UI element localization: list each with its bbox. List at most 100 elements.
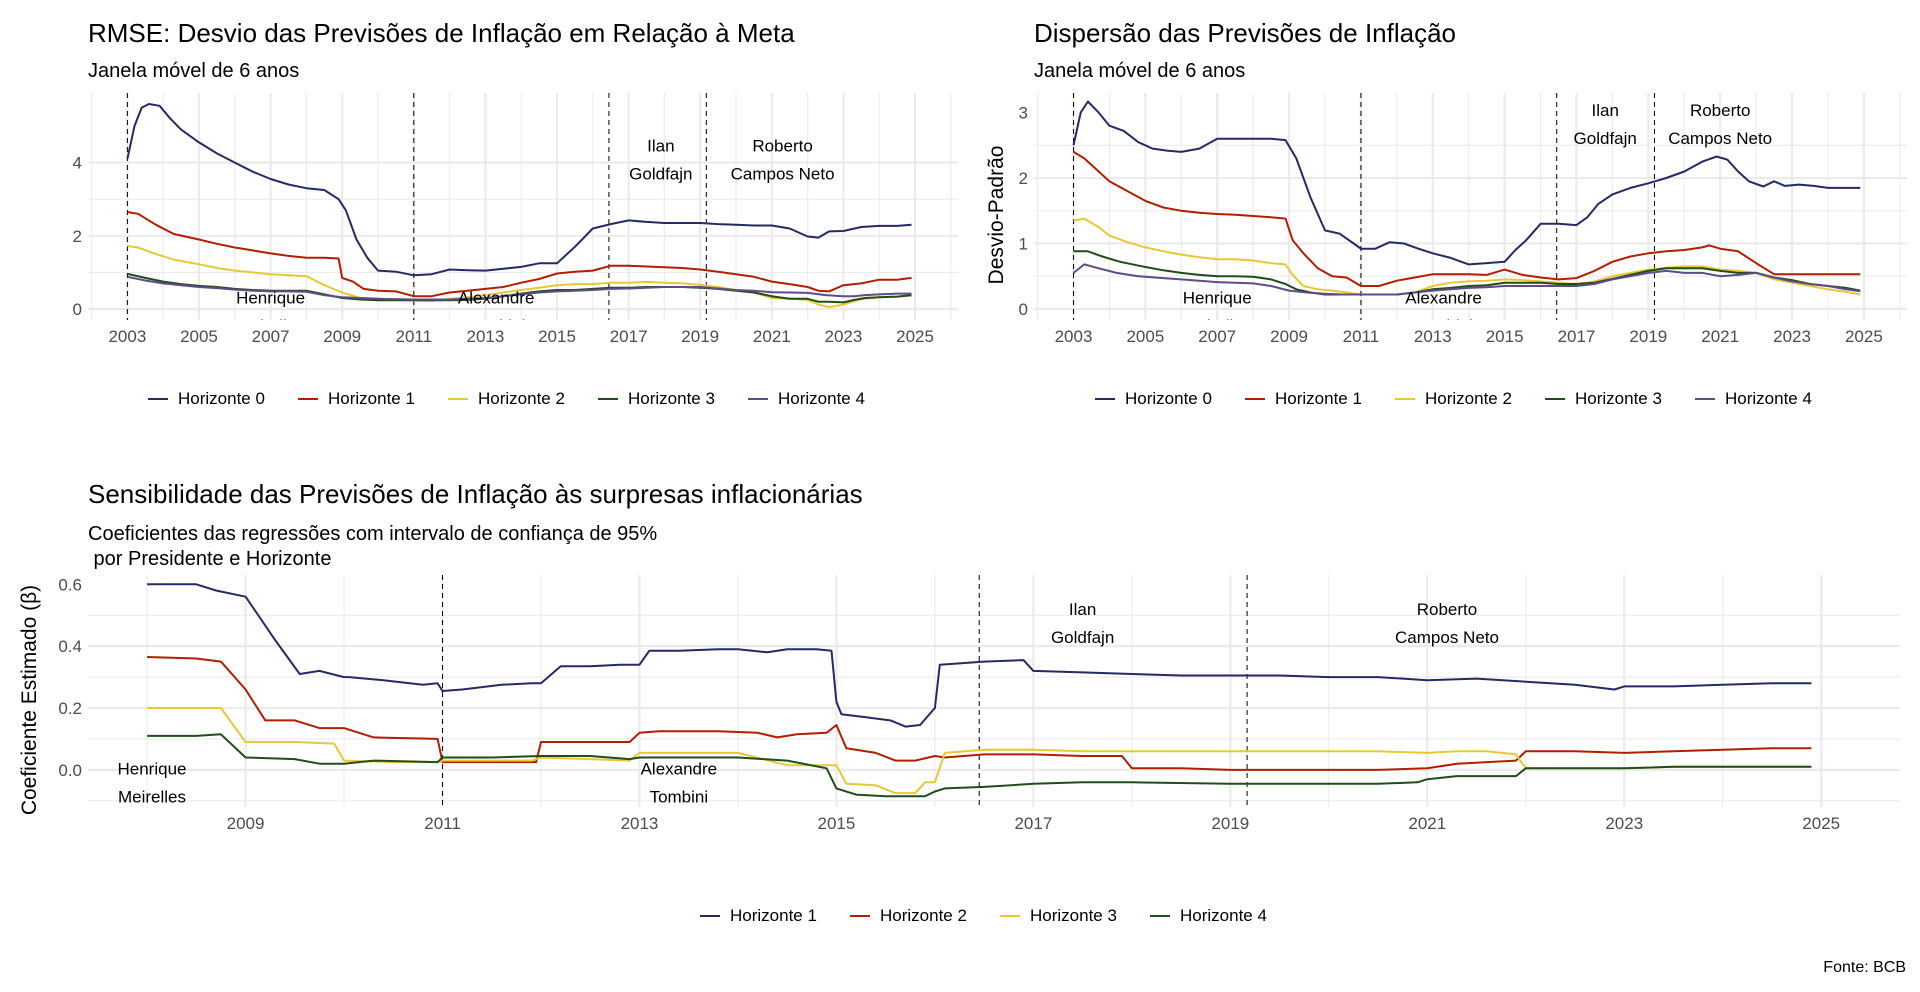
president-label: Roberto xyxy=(752,137,812,156)
chart-subtitle: Janela móvel de 6 anos xyxy=(88,60,299,82)
legend-label: Horizonte 2 xyxy=(1425,389,1512,408)
president-label: Campos Neto xyxy=(1395,628,1499,647)
series-line-horizonte-1 xyxy=(1072,151,1861,287)
president-label: Henrique xyxy=(236,289,305,308)
president-label: Alexandre xyxy=(641,760,718,779)
legend-item: Horizonte 3 xyxy=(1000,906,1117,925)
x-tick-label: 2021 xyxy=(1701,327,1739,346)
legend-label: Horizonte 3 xyxy=(1030,906,1117,925)
x-tick-label: 2019 xyxy=(1211,814,1249,833)
legend-item: Horizonte 2 xyxy=(1395,389,1512,408)
legend-label: Horizonte 4 xyxy=(1725,389,1812,408)
president-label: Alexandre xyxy=(1405,289,1482,308)
x-tick-label: 2023 xyxy=(825,327,863,346)
legend-label: Horizonte 4 xyxy=(778,389,865,408)
plot-area: 2003 2005 2007 2009 2011 2013 2015 2017 2019 2021… xyxy=(1019,93,1907,408)
legend: Horizonte 0 Horizonte 1 Horizonte 2 Horizon… xyxy=(1095,389,1812,408)
x-tick-label: 2017 xyxy=(1014,814,1052,833)
legend-label: Horizonte 2 xyxy=(478,389,565,408)
x-tick-label: 2009 xyxy=(323,327,361,346)
president-label: Roberto xyxy=(1417,600,1477,619)
y-tick-label: 4 xyxy=(73,154,82,173)
legend-item: Horizonte 2 xyxy=(448,389,565,408)
president-label: Ilan xyxy=(1069,600,1096,619)
x-tick-label: 2013 xyxy=(466,327,504,346)
president-label: Alexandre xyxy=(458,289,535,308)
plot-area: 2009 2011 2013 2015 2017 2019 2021 2023 2025 0.0 0… xyxy=(58,575,1900,925)
president-label: Henrique xyxy=(1183,289,1252,308)
x-tick-label: 2005 xyxy=(180,327,218,346)
x-tick-label: 2009 xyxy=(1270,327,1308,346)
president-label: Tombini xyxy=(467,317,526,336)
x-tick-label: 2017 xyxy=(610,327,648,346)
president-label: Meirelles xyxy=(1183,317,1251,336)
y-tick-label: 0 xyxy=(73,300,82,319)
gridlines xyxy=(1034,93,1907,320)
plot-content: Henrique Meirelles Alexandre Tombini Ilan Gol… xyxy=(126,93,912,336)
y-tick-label: 0 xyxy=(1019,300,1028,319)
legend-label: Horizonte 2 xyxy=(880,906,967,925)
chart-subtitle: Janela móvel de 6 anos xyxy=(1034,60,1245,82)
president-label: Ilan xyxy=(647,137,674,156)
legend-label: Horizonte 1 xyxy=(730,906,817,925)
source-caption: Fonte: BCB xyxy=(1823,959,1906,976)
legend-item: Horizonte 0 xyxy=(148,389,265,408)
chart-title: Dispersão das Previsões de Inflação xyxy=(1034,18,1456,48)
x-tick-label: 2005 xyxy=(1126,327,1164,346)
y-tick-label: 0.6 xyxy=(58,575,82,594)
series-line-horizonte-1 xyxy=(127,211,912,298)
president-label: Goldfajn xyxy=(1574,129,1637,148)
legend-label: Horizonte 3 xyxy=(628,389,715,408)
legend-item: Horizonte 1 xyxy=(1245,389,1362,408)
sensibilidade-chart: Sensibilidade das Previsões de Inflação … xyxy=(18,479,1900,925)
x-tick-label: 2007 xyxy=(1198,327,1236,346)
y-tick-label: 2 xyxy=(73,227,82,246)
president-label: Goldfajn xyxy=(629,165,692,184)
plot-content: Henrique Meirelles Alexandre Tombini Ilan Gol… xyxy=(118,575,1812,807)
x-tick-label: 2013 xyxy=(621,814,659,833)
president-label: Campos Neto xyxy=(731,165,835,184)
legend-item: Horizonte 2 xyxy=(850,906,967,925)
legend-label: Horizonte 3 xyxy=(1575,389,1662,408)
legend-item: Horizonte 4 xyxy=(748,389,865,408)
rmse-chart: RMSE: Desvio das Previsões de Inflação e… xyxy=(73,18,958,408)
y-tick-label: 2 xyxy=(1019,169,1028,188)
x-tick-label: 2019 xyxy=(681,327,719,346)
dispersao-chart: Dispersão das Previsões de Inflação Jane… xyxy=(985,18,1907,408)
legend-item: Horizonte 3 xyxy=(1545,389,1662,408)
president-label: Meirelles xyxy=(118,788,186,807)
x-tick-label: 2003 xyxy=(1055,327,1093,346)
series-line-horizonte-3 xyxy=(1073,250,1861,296)
legend-item: Horizonte 0 xyxy=(1095,389,1212,408)
legend-item: Horizonte 1 xyxy=(700,906,817,925)
legend-label: Horizonte 0 xyxy=(1125,389,1212,408)
president-label: Campos Neto xyxy=(1668,129,1772,148)
x-tick-label: 2011 xyxy=(424,814,461,833)
president-label: Roberto xyxy=(1690,101,1750,120)
x-tick-label: 2015 xyxy=(1486,327,1524,346)
president-label: Tombini xyxy=(650,788,709,807)
series-line-horizonte-0 xyxy=(1072,100,1861,266)
x-tick-label: 2011 xyxy=(396,327,433,346)
x-tick-label: 2003 xyxy=(108,327,146,346)
gridlines xyxy=(88,575,1900,807)
president-label: Meirelles xyxy=(237,317,305,336)
president-label: Tombini xyxy=(1414,317,1473,336)
president-label: Goldfajn xyxy=(1051,628,1114,647)
x-tick-label: 2025 xyxy=(1845,327,1883,346)
chart-title: RMSE: Desvio das Previsões de Inflação e… xyxy=(88,18,795,48)
legend: Horizonte 1 Horizonte 2 Horizonte 3 Horizon… xyxy=(700,906,1267,925)
x-tick-label: 2021 xyxy=(1408,814,1446,833)
plot-area: 2003 2005 2007 2009 2011 2013 2015 2017 2019 2021… xyxy=(73,93,958,408)
legend: Horizonte 0 Horizonte 1 Horizonte 2 Horizon… xyxy=(148,389,865,408)
x-tick-label: 2023 xyxy=(1773,327,1811,346)
president-label: Ilan xyxy=(1592,101,1619,120)
x-tick-label: 2011 xyxy=(1343,327,1380,346)
x-tick-label: 2015 xyxy=(818,814,856,833)
y-tick-label: 3 xyxy=(1019,104,1028,123)
series-line-horizonte-0 xyxy=(126,103,912,277)
series-line-horizonte-4 xyxy=(1072,263,1861,296)
legend-label: Horizonte 1 xyxy=(328,389,415,408)
x-tick-label: 2025 xyxy=(1802,814,1840,833)
